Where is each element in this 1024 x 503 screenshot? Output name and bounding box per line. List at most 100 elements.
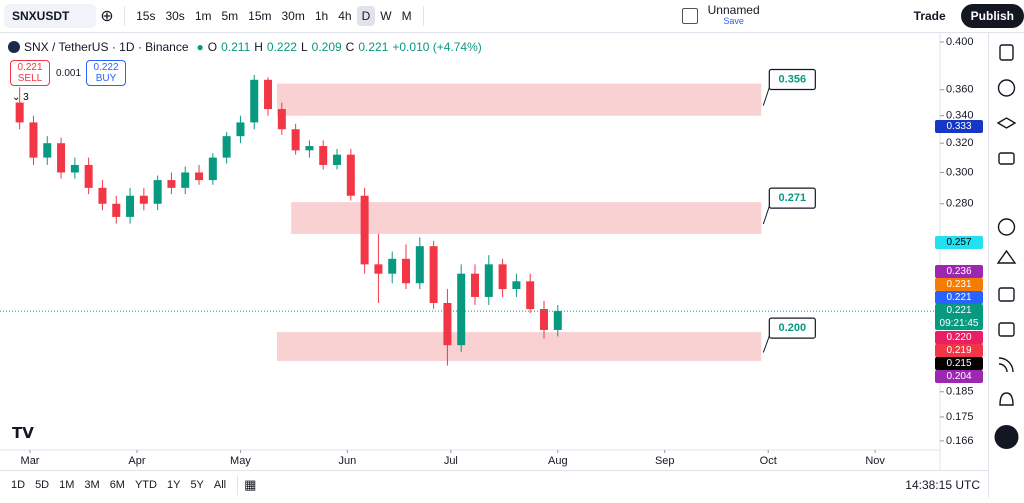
interval-button[interactable]: 15m — [248, 9, 272, 23]
range-button[interactable]: YTD — [134, 478, 157, 491]
candle-body — [208, 157, 217, 181]
badge-price: 0.236 — [946, 266, 972, 277]
callout-label: 0.271 — [779, 192, 807, 204]
price-badge: 0.333 — [935, 120, 983, 133]
legend: SNX / TetherUS · 1D · Binance ● O 0.211 H… — [8, 40, 482, 54]
ranges: 1D 5D 1M 3M 6M YTD 1Y 5Y All — [6, 476, 231, 494]
goto-date[interactable]: ▦ — [244, 476, 257, 492]
candle-body — [539, 309, 548, 330]
spread: 0.001 — [56, 67, 82, 79]
candle-body — [484, 264, 493, 297]
y-tick-label: 0.280 — [946, 198, 974, 210]
sell-button[interactable]: 0.221 SELL — [10, 60, 50, 86]
candle-body — [277, 109, 286, 130]
sidebar-icons — [994, 44, 1019, 449]
candle-body — [84, 164, 93, 188]
legend-title: SNX / TetherUS · 1D · Binance — [24, 40, 189, 54]
price-zone — [291, 202, 762, 234]
interval-button[interactable]: D — [356, 6, 376, 26]
badge-price: 0.215 — [946, 358, 972, 369]
interval-button[interactable]: 5m — [221, 9, 239, 23]
callout-box — [768, 187, 816, 209]
x-tick-label: May — [230, 455, 251, 467]
badge-price: 0.221 — [946, 305, 972, 316]
x-tick-label: Sep — [655, 455, 675, 467]
bottom-toolbar: 1D 5D 1M 3M 6M YTD 1Y 5Y All ▦ 14:38:15 UTC — [0, 470, 988, 498]
trade-button[interactable]: Trade — [913, 9, 946, 23]
interval-button[interactable]: 4h — [338, 9, 352, 23]
interval-button[interactable]: W — [380, 9, 392, 23]
symbol-logo — [8, 41, 20, 53]
badge-price: 0.257 — [946, 237, 972, 248]
buy-button[interactable]: 0.222 BUY — [86, 60, 126, 86]
y-tick-label: 0.175 — [946, 411, 974, 423]
range-button[interactable]: All — [213, 478, 227, 491]
x-tick-label: Aug — [548, 455, 568, 467]
callout-label: 0.356 — [779, 73, 807, 85]
interval-button[interactable]: M — [401, 9, 412, 23]
layout-name: Unnamed — [707, 3, 760, 17]
candle-body — [57, 143, 66, 173]
interval-button[interactable]: 1h — [314, 9, 329, 23]
candle-body — [236, 122, 245, 137]
callout-line — [762, 205, 770, 225]
intervals: 15s 30s 1m 5m 15m 30m 1h 4h D W M — [131, 6, 416, 26]
candle-body — [98, 187, 107, 204]
badge-price: 0.333 — [946, 121, 972, 132]
price-badge: 0.236 — [935, 265, 983, 278]
symbol-search[interactable]: SNXUSDT — [4, 4, 96, 28]
candle-body — [29, 122, 38, 158]
checkbox[interactable] — [681, 8, 698, 24]
low: 0.209 — [311, 40, 342, 54]
range-button[interactable]: 5Y — [190, 478, 204, 491]
separator — [237, 474, 239, 495]
separator — [422, 6, 424, 26]
candle-body — [291, 129, 300, 151]
range-button[interactable]: 5D — [35, 478, 50, 491]
buy-price: 0.222 — [93, 62, 119, 73]
candle-body — [319, 146, 328, 165]
interval-button[interactable]: 1m — [194, 9, 212, 23]
price-badge: 0.231 — [935, 278, 983, 291]
separator — [124, 6, 126, 26]
candle-body — [360, 195, 369, 265]
y-tick-label: 0.400 — [946, 36, 974, 48]
interval-button[interactable]: 30s — [165, 9, 185, 23]
y-tick-label: 0.300 — [946, 166, 974, 178]
candle-body — [305, 146, 314, 151]
callout-label: 0.200 — [779, 322, 807, 334]
price-zone — [276, 83, 762, 116]
x-tick-label: Jul — [444, 455, 458, 467]
candle-body — [264, 79, 273, 110]
layout[interactable]: Unnamed Save — [681, 3, 760, 27]
interval-button[interactable]: 15s — [136, 9, 156, 23]
interval-button[interactable]: 30m — [281, 9, 305, 23]
candle-body — [374, 264, 383, 274]
publish-button[interactable]: Publish — [960, 4, 1024, 28]
clock: 14:38:15 UTC — [905, 477, 980, 492]
candle-body — [43, 143, 52, 158]
price-badge: 0.219 — [935, 344, 983, 357]
candle-body — [250, 79, 259, 123]
x-tick-label: Apr — [128, 455, 145, 467]
add-symbol[interactable]: ⊕ — [100, 8, 114, 25]
candle-body — [388, 258, 397, 274]
x-tick-label: Nov — [865, 455, 885, 467]
candle-body — [429, 246, 438, 303]
range-button[interactable]: 1Y — [166, 478, 181, 491]
range-button[interactable]: 6M — [109, 478, 125, 491]
range-button[interactable]: 1D — [11, 478, 26, 491]
range-button[interactable]: 1M — [59, 478, 75, 491]
price-badge: 0.220 — [935, 331, 983, 344]
y-tick-label: 0.360 — [946, 84, 974, 96]
candle-body — [181, 172, 190, 188]
c-label: C — [345, 40, 355, 54]
callout-box — [768, 317, 816, 339]
indicators-toggle[interactable]: ⌄ 3 — [12, 92, 29, 103]
sell-label: SELL — [17, 73, 43, 84]
candle-body — [195, 172, 204, 181]
range-button[interactable]: 3M — [84, 478, 100, 491]
candle-body — [70, 164, 79, 173]
h-label: H — [254, 40, 263, 54]
